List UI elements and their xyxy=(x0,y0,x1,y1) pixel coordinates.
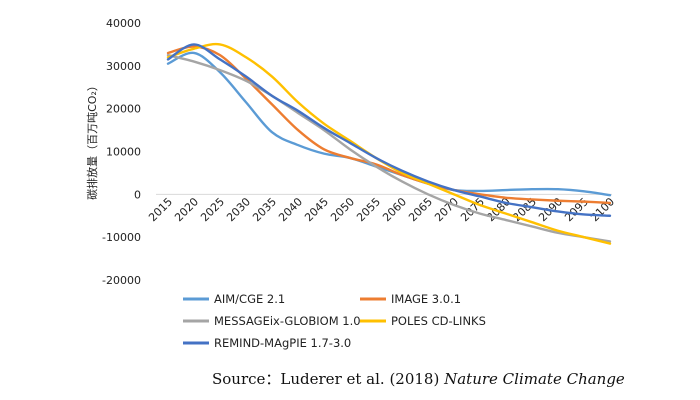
source-journal: Nature Climate Change xyxy=(444,370,625,388)
legend-label: IMAGE 3.0.1 xyxy=(391,292,461,306)
legend-label: MESSAGEix-GLOBIOM 1.0 xyxy=(214,314,361,328)
y-tick-label: 30000 xyxy=(106,60,141,73)
y-tick-label: -10000 xyxy=(102,231,141,244)
y-tick-label: 10000 xyxy=(106,146,141,159)
x-tick-label: 2075 xyxy=(458,195,487,224)
x-tick-label: 2050 xyxy=(328,195,357,224)
x-tick-label: 2025 xyxy=(198,195,227,224)
series-line-3 xyxy=(166,53,612,243)
legend-label: REMIND-MAgPIE 1.7-3.0 xyxy=(214,336,351,350)
x-tick-label: 2095 xyxy=(562,195,591,224)
x-tick-label: 2060 xyxy=(380,195,409,224)
legend: AIM/CGE 2.1 IMAGE 3.0.1 MESSAGEix-GLOBIOM … xyxy=(183,292,486,350)
legend-label: AIM/CGE 2.1 xyxy=(214,292,285,306)
y-axis-tick-labels: 40000 30000 20000 10000 0 -10000 -20000 xyxy=(102,17,141,287)
legend-item: AIM/CGE 2.1 xyxy=(183,292,285,306)
legend-item: REMIND-MAgPIE 1.7-3.0 xyxy=(183,336,351,350)
legend-item: MESSAGEix-GLOBIOM 1.0 xyxy=(183,314,361,328)
x-tick-label: 2035 xyxy=(250,195,279,224)
x-tick-label: 2030 xyxy=(224,195,253,224)
y-tick-label: -20000 xyxy=(102,274,141,287)
x-tick-label: 2065 xyxy=(406,195,435,224)
x-tick-label: 2015 xyxy=(146,195,175,224)
series-line-2 xyxy=(166,45,612,205)
legend-item: POLES CD-LINKS xyxy=(360,314,486,328)
y-tick-label: 20000 xyxy=(106,103,141,116)
x-tick-label: 2020 xyxy=(172,195,201,224)
series-line-5 xyxy=(166,43,612,217)
source-prefix: Source：Luderer et al. (2018) xyxy=(212,370,445,388)
x-tick-label: 2100 xyxy=(588,195,617,224)
y-axis-title: 碳排放量（百万吨CO₂） xyxy=(85,80,99,200)
x-tick-label: 2045 xyxy=(302,195,331,224)
x-tick-label: 2040 xyxy=(276,195,305,224)
legend-label: POLES CD-LINKS xyxy=(391,314,486,328)
y-tick-label: 40000 xyxy=(106,17,141,30)
legend-item: IMAGE 3.0.1 xyxy=(360,292,461,306)
x-tick-label: 2070 xyxy=(432,195,461,224)
y-tick-label: 0 xyxy=(134,188,141,201)
x-tick-label: 2055 xyxy=(354,195,383,224)
source-citation: Source：Luderer et al. (2018) Nature Clim… xyxy=(212,368,625,389)
series-lines xyxy=(166,42,612,245)
